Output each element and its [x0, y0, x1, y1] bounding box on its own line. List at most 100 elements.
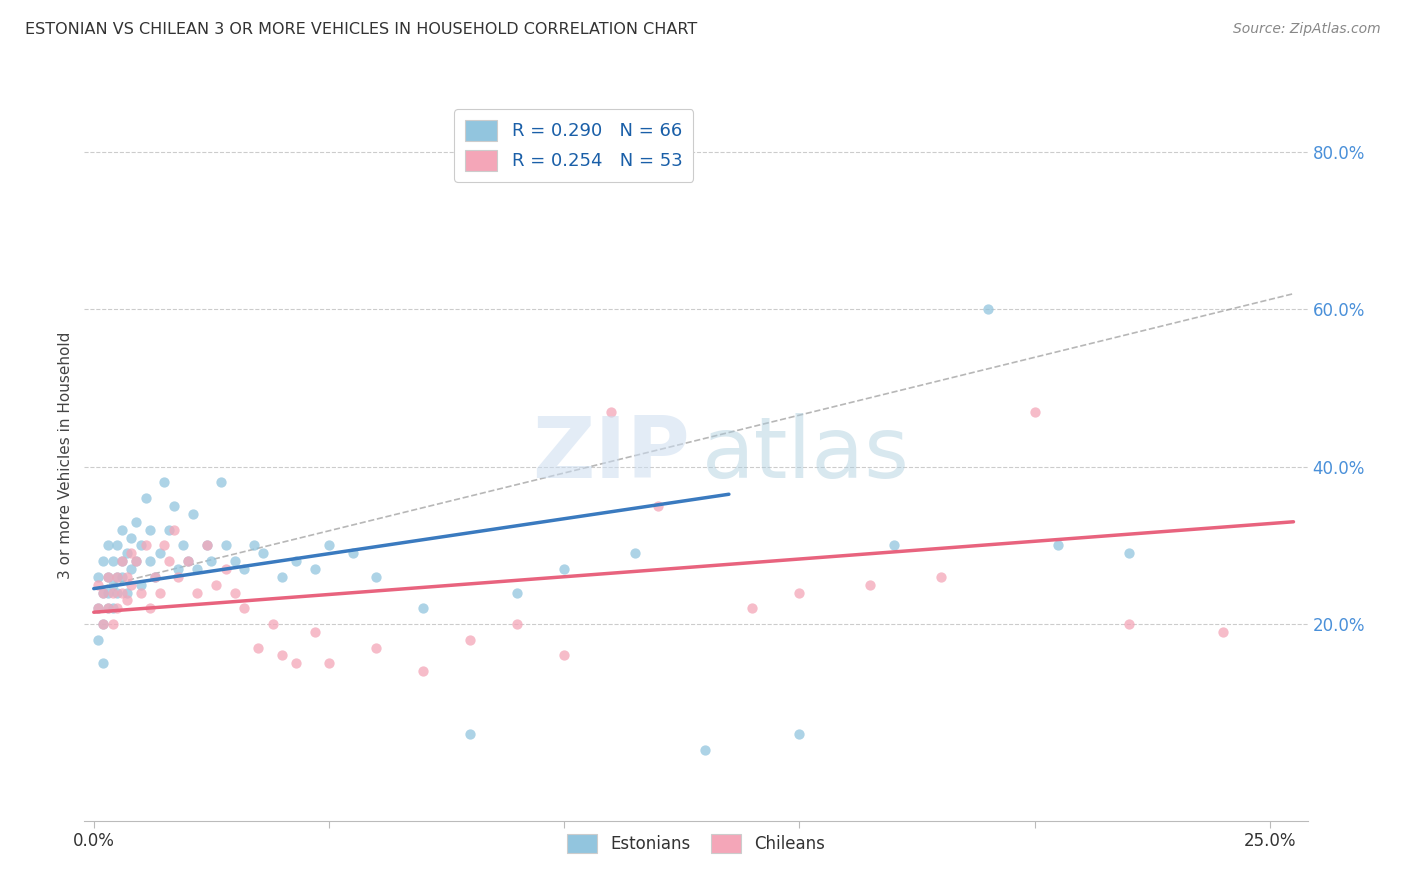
Point — [120, 577, 142, 591]
Point — [789, 727, 811, 741]
Point — [111, 570, 134, 584]
Point — [233, 562, 256, 576]
Point — [929, 570, 952, 584]
Point — [125, 515, 148, 529]
Point — [233, 601, 256, 615]
Point — [91, 554, 114, 568]
Point — [97, 601, 120, 615]
Point — [1118, 546, 1140, 560]
Point — [97, 601, 120, 615]
Point — [167, 562, 190, 576]
Point — [149, 546, 172, 560]
Point — [135, 538, 157, 552]
Point — [87, 577, 110, 591]
Point — [91, 585, 114, 599]
Point — [172, 538, 194, 552]
Point — [242, 538, 264, 552]
Point — [97, 570, 120, 584]
Point — [91, 617, 114, 632]
Point — [789, 585, 811, 599]
Point — [177, 554, 200, 568]
Point — [167, 570, 190, 584]
Point — [647, 499, 669, 513]
Point — [87, 601, 110, 615]
Point — [624, 546, 647, 560]
Point — [125, 554, 148, 568]
Legend: Estonians, Chileans: Estonians, Chileans — [561, 827, 831, 860]
Point — [153, 475, 176, 490]
Point — [97, 570, 120, 584]
Point — [97, 538, 120, 552]
Text: ZIP: ZIP — [531, 413, 690, 497]
Point — [91, 657, 114, 671]
Point — [163, 499, 186, 513]
Point — [506, 617, 529, 632]
Point — [111, 554, 134, 568]
Point — [157, 523, 180, 537]
Point — [304, 562, 326, 576]
Point — [87, 570, 110, 584]
Point — [318, 657, 340, 671]
Point — [364, 570, 387, 584]
Point — [120, 546, 142, 560]
Point — [883, 538, 905, 552]
Point — [506, 585, 529, 599]
Point — [105, 585, 128, 599]
Point — [129, 538, 152, 552]
Point — [195, 538, 218, 552]
Point — [1212, 624, 1234, 639]
Point — [97, 585, 120, 599]
Point — [125, 554, 148, 568]
Point — [976, 302, 998, 317]
Point — [553, 648, 575, 663]
Point — [186, 585, 208, 599]
Point — [101, 601, 124, 615]
Point — [262, 617, 284, 632]
Point — [695, 743, 717, 757]
Point — [105, 570, 128, 584]
Point — [186, 562, 208, 576]
Point — [412, 601, 434, 615]
Point — [87, 601, 110, 615]
Point — [271, 648, 294, 663]
Point — [135, 491, 157, 505]
Point — [412, 664, 434, 678]
Point — [252, 546, 274, 560]
Point — [91, 585, 114, 599]
Y-axis label: 3 or more Vehicles in Household: 3 or more Vehicles in Household — [58, 331, 73, 579]
Point — [120, 562, 142, 576]
Point — [1047, 538, 1070, 552]
Point — [1118, 617, 1140, 632]
Point — [157, 554, 180, 568]
Point — [105, 570, 128, 584]
Point — [101, 585, 124, 599]
Point — [458, 727, 481, 741]
Point — [214, 562, 236, 576]
Point — [105, 538, 128, 552]
Text: atlas: atlas — [702, 413, 910, 497]
Point — [115, 593, 138, 607]
Point — [111, 585, 134, 599]
Point — [285, 657, 308, 671]
Point — [364, 640, 387, 655]
Point — [342, 546, 364, 560]
Point — [91, 617, 114, 632]
Point — [101, 554, 124, 568]
Point — [304, 624, 326, 639]
Point — [143, 570, 166, 584]
Point — [115, 585, 138, 599]
Point — [101, 617, 124, 632]
Point — [205, 577, 228, 591]
Text: ESTONIAN VS CHILEAN 3 OR MORE VEHICLES IN HOUSEHOLD CORRELATION CHART: ESTONIAN VS CHILEAN 3 OR MORE VEHICLES I… — [25, 22, 697, 37]
Point — [200, 554, 222, 568]
Point — [553, 562, 575, 576]
Point — [87, 632, 110, 647]
Point — [458, 632, 481, 647]
Point — [139, 601, 162, 615]
Point — [163, 523, 186, 537]
Point — [247, 640, 270, 655]
Point — [214, 538, 236, 552]
Point — [129, 585, 152, 599]
Point — [101, 577, 124, 591]
Point — [111, 554, 134, 568]
